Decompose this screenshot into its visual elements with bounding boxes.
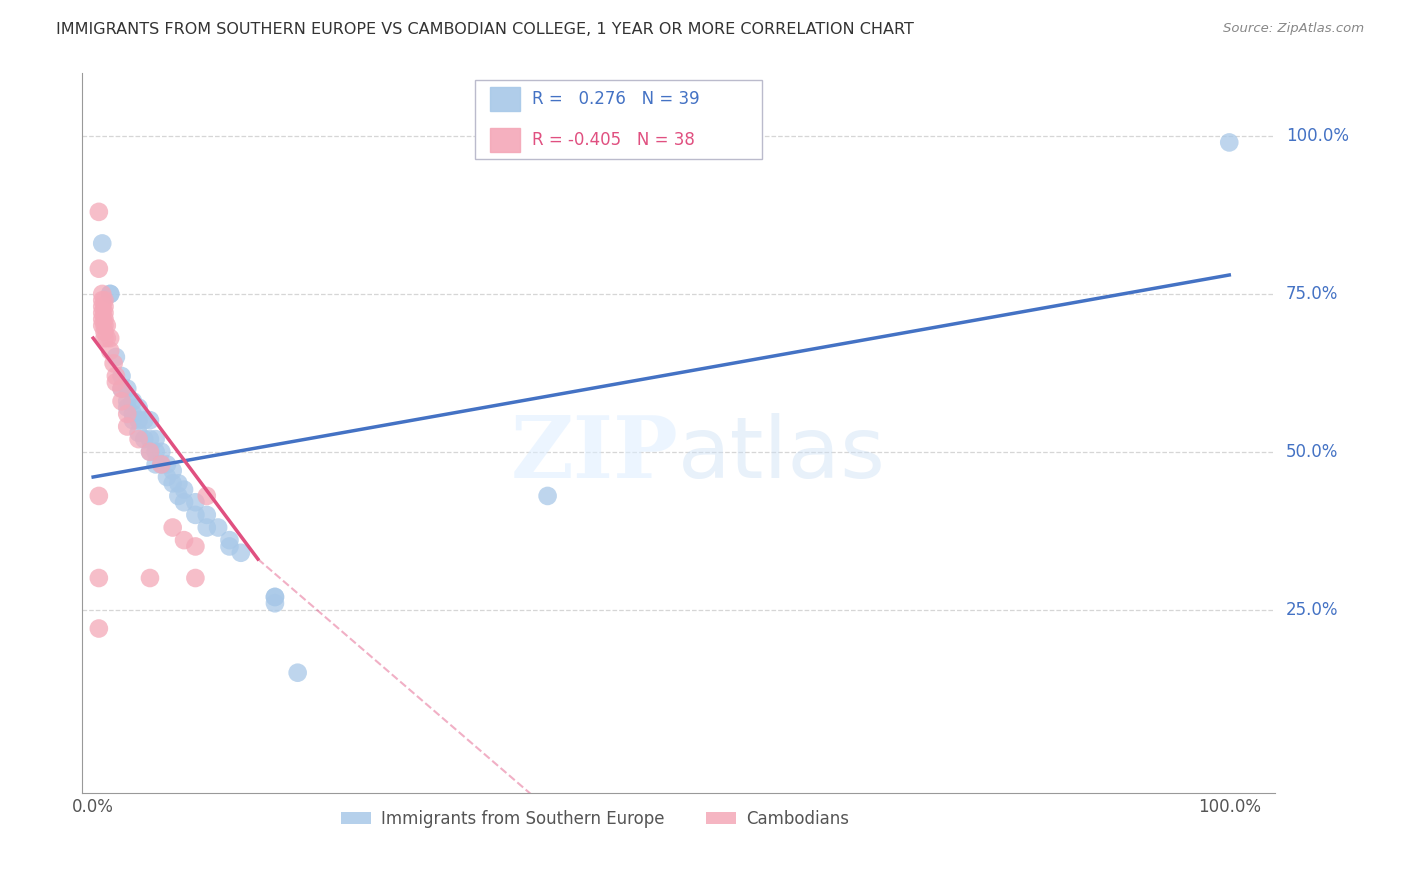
Point [103,356,125,370]
Point [117,382,139,396]
Point [134,413,156,427]
Point [93,300,115,314]
Point [139,413,162,427]
Text: R =   0.276   N = 39: R = 0.276 N = 39 [531,90,699,108]
Point [156,458,179,472]
Point [195,508,218,522]
Text: Source: ZipAtlas.com: Source: ZipAtlas.com [1223,22,1364,36]
Point [91,312,114,326]
Legend: Immigrants from Southern Europe, Cambodians: Immigrants from Southern Europe, Cambodi… [335,804,855,835]
Point [122,413,145,427]
Point [96,318,118,333]
Point [195,489,218,503]
Point [128,413,150,427]
Point [110,394,132,409]
Point [91,287,114,301]
Point [195,520,218,534]
Point [104,369,127,384]
Point [117,401,139,415]
Point [128,401,150,415]
Point [167,489,190,503]
Point [145,458,167,472]
Point [98,331,121,345]
Text: 100.0%: 100.0% [1286,127,1348,145]
Text: 75.0%: 75.0% [1286,285,1339,303]
Point [218,540,240,554]
Text: 25.0%: 25.0% [1286,600,1339,618]
Point [98,287,121,301]
Point [150,458,173,472]
Point [122,407,145,421]
Point [162,464,184,478]
Point [139,571,162,585]
FancyBboxPatch shape [475,80,762,160]
Point [145,432,167,446]
Point [184,495,207,509]
Point [91,236,114,251]
Point [87,622,110,636]
Point [134,432,156,446]
Point [162,476,184,491]
Point [117,394,139,409]
Point [98,343,121,358]
Text: ZIP: ZIP [510,412,678,497]
Point [173,533,195,548]
Point [110,382,132,396]
Point [139,432,162,446]
Point [173,495,195,509]
Point [117,407,139,421]
Point [156,470,179,484]
Point [139,444,162,458]
Point [122,394,145,409]
Point [150,444,173,458]
Point [93,325,115,339]
Text: 50.0%: 50.0% [1286,442,1339,461]
Point [128,425,150,440]
Point [184,571,207,585]
Text: R = -0.405   N = 38: R = -0.405 N = 38 [531,131,695,149]
Point [264,596,287,610]
Point [96,331,118,345]
Bar [489,128,520,153]
Point [110,369,132,384]
Point [91,306,114,320]
Point [264,590,287,604]
Point [104,376,127,390]
Point [93,293,115,308]
Point [264,590,287,604]
Point [104,350,127,364]
Point [91,293,114,308]
Bar [489,87,520,112]
Point [536,489,558,503]
Point [110,382,132,396]
Point [87,261,110,276]
Point [93,318,115,333]
Text: IMMIGRANTS FROM SOUTHERN EUROPE VS CAMBODIAN COLLEGE, 1 YEAR OR MORE CORRELATION: IMMIGRANTS FROM SOUTHERN EUROPE VS CAMBO… [56,22,914,37]
Point [207,520,229,534]
Point [87,205,110,219]
Point [184,540,207,554]
Point [93,331,115,345]
Point [93,312,115,326]
Point [128,432,150,446]
Point [87,489,110,503]
Point [229,546,252,560]
Point [91,300,114,314]
Point [93,306,115,320]
Point [91,318,114,333]
Point [218,533,240,548]
Point [167,476,190,491]
Point [98,287,121,301]
Point [117,419,139,434]
Point [287,665,309,680]
Point [173,483,195,497]
Point [145,444,167,458]
Point [150,458,173,472]
Point [87,571,110,585]
Point [162,520,184,534]
Text: atlas: atlas [678,413,886,496]
Point [139,444,162,458]
Point [184,508,207,522]
Point [1218,136,1240,150]
